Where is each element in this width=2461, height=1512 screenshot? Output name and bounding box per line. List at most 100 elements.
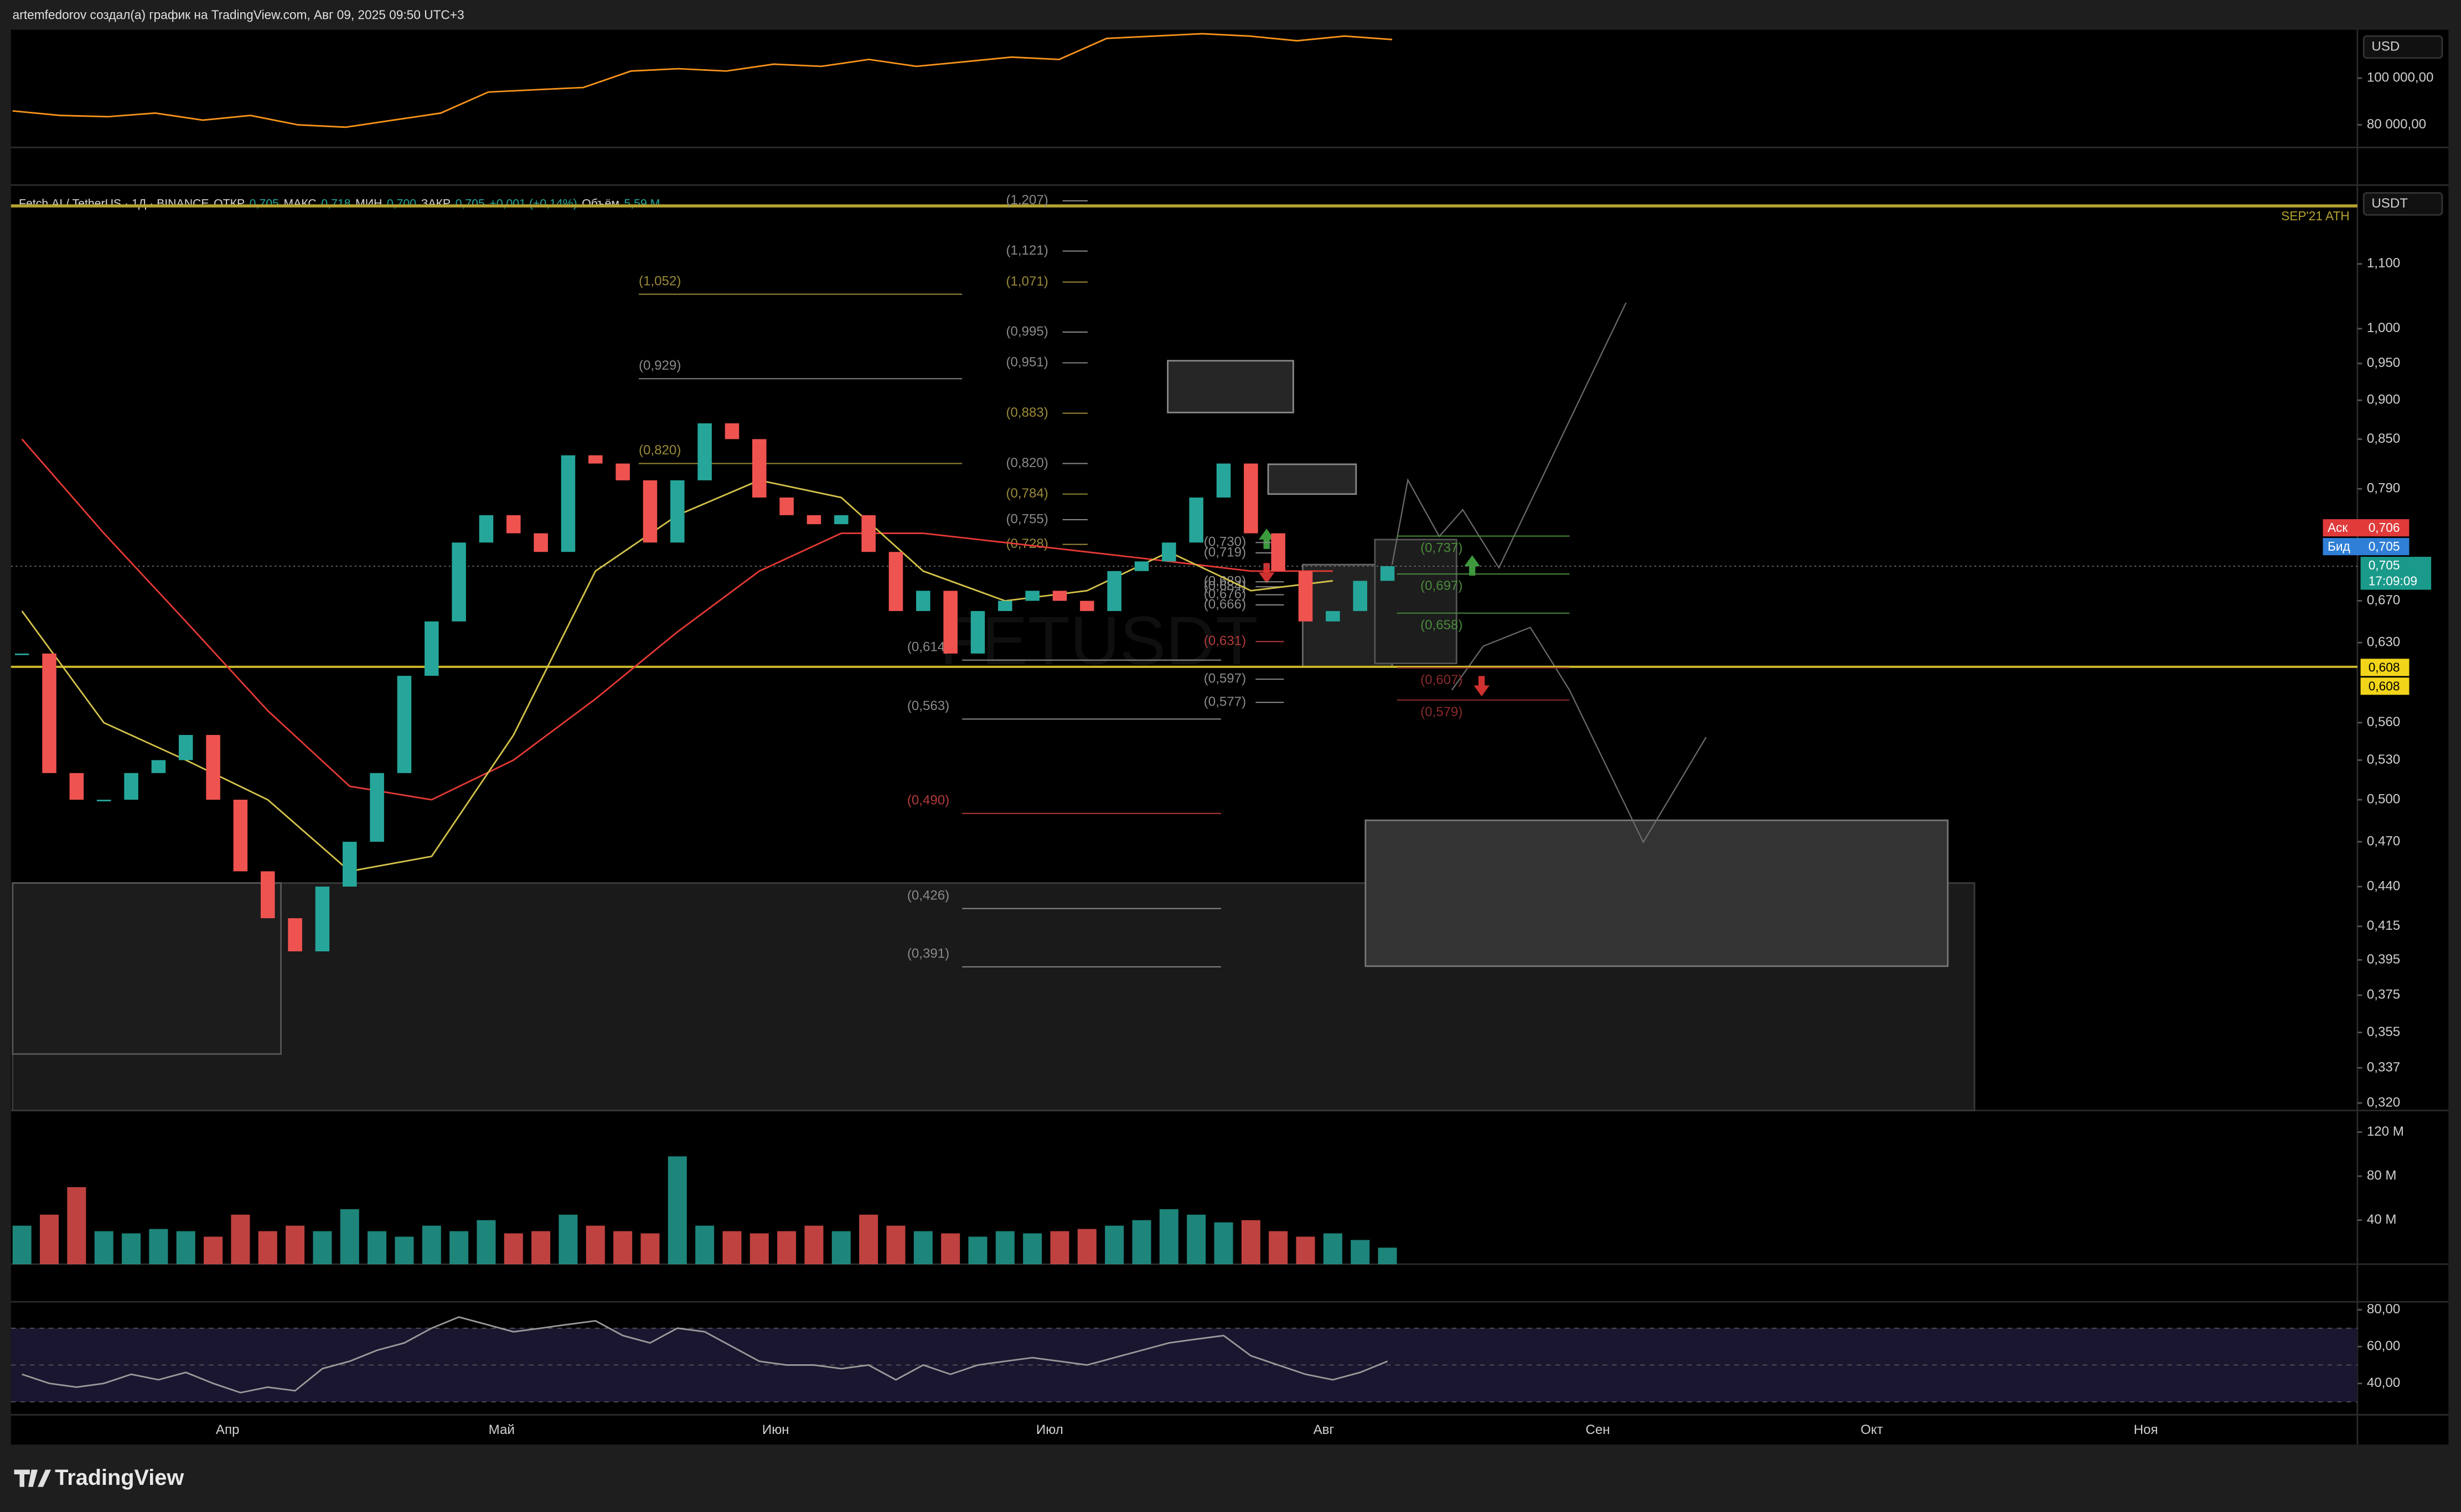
series-line [12, 33, 1393, 128]
legend-item: 0,705 [456, 196, 485, 210]
arrow-up [1259, 529, 1275, 549]
legend-item: Fetch.AI / TetherUS · 1Д · BINANCE [19, 196, 209, 210]
level-label: (0,607) [1420, 672, 1462, 687]
level-label: (0,883) [1006, 405, 1048, 420]
candle-body [506, 515, 521, 534]
level-label: (0,929) [639, 358, 681, 373]
logo-mark [14, 1469, 51, 1487]
level-label: (0,577) [1204, 694, 1246, 709]
arrow-down [1259, 563, 1275, 584]
level-label: (0,666) [1204, 597, 1246, 612]
candle-body [1353, 581, 1367, 612]
volume-bar [913, 1231, 933, 1265]
volume-bar [449, 1231, 469, 1265]
candle-body [1080, 600, 1094, 612]
volume-bar [777, 1231, 797, 1265]
candle-body [806, 515, 821, 525]
level-label: (0,689) [1204, 574, 1246, 589]
tag [2360, 557, 2432, 590]
volume-bar [313, 1231, 332, 1265]
tag-value: 0,706 [2369, 520, 2400, 535]
volume-bar [586, 1225, 605, 1265]
level-label: (1,121) [1006, 243, 1048, 258]
candle-body [1380, 566, 1395, 581]
x-tick-label: Ноя [2134, 1422, 2158, 1437]
y-tick-label: 80 000,00 [2367, 117, 2426, 132]
level-label: (0,684) [1204, 579, 1246, 594]
candle-body [260, 871, 275, 919]
x-tick-label: Май [489, 1422, 515, 1437]
candle-body [315, 886, 330, 951]
candle-body [998, 600, 1012, 612]
volume-bar [613, 1231, 633, 1265]
logo-text: TradingView [55, 1466, 184, 1490]
volume-bar [941, 1233, 960, 1265]
y-tick-label: 60,00 [2367, 1338, 2400, 1353]
ath-label: SEP'21 ATH [2281, 209, 2350, 223]
y-tick-label: 0,850 [2367, 431, 2400, 446]
level-label: (1,052) [639, 273, 681, 288]
currency: USDT [2371, 196, 2408, 211]
currency: USD [2371, 39, 2400, 54]
y-tick-label: 80,00 [2367, 1302, 2400, 1317]
volume-bar [749, 1233, 769, 1265]
y-tick-label: 0,950 [2367, 355, 2400, 370]
legend-item: 0,700 [387, 196, 416, 210]
candle-body [124, 773, 138, 800]
volume-bar [340, 1209, 359, 1265]
tag [2360, 659, 2410, 676]
x-tick-label: Июл [1036, 1422, 1063, 1437]
candle-body [588, 455, 603, 464]
zone [1364, 819, 1949, 967]
candle-body [342, 841, 357, 887]
volume-bar [859, 1214, 878, 1265]
volume-bar [886, 1225, 906, 1265]
candle-body [725, 423, 740, 439]
volume-bar [422, 1225, 441, 1265]
volume-bar [1214, 1222, 1233, 1265]
legend-item: 0,705 [250, 196, 279, 210]
moving-average [21, 438, 1333, 801]
tag-value: 0,608 [2369, 679, 2400, 693]
candle-body [1326, 611, 1340, 622]
candle-body [1162, 542, 1176, 562]
volume-bar [804, 1225, 824, 1265]
level-label: (0,820) [639, 443, 681, 458]
candle-body [834, 515, 849, 525]
candle-body [370, 773, 384, 842]
tag [2323, 538, 2410, 556]
volume-bar [1323, 1233, 1342, 1265]
candle-body [1216, 463, 1231, 498]
y-tick-label: 0,395 [2367, 952, 2400, 967]
volume-bar [995, 1231, 1015, 1265]
tag-value: 0,608 [2369, 660, 2400, 674]
y-tick-label: 0,560 [2367, 714, 2400, 729]
candle-body [1025, 591, 1040, 601]
level-label: (0,614) [907, 639, 949, 654]
volume-bar [67, 1187, 86, 1265]
y-tick-label: 0,337 [2367, 1060, 2400, 1075]
candle-body [1052, 591, 1067, 601]
candle-body [697, 423, 712, 480]
legend-item: ЗАКР [421, 196, 451, 210]
y-tick-label: 0,320 [2367, 1095, 2400, 1110]
volume-bar [640, 1233, 660, 1265]
y-tick-label: 40,00 [2367, 1375, 2400, 1390]
volume-bar [122, 1233, 141, 1265]
zone [1267, 463, 1357, 495]
candle-body [397, 676, 412, 773]
legend-item: +0,001 (+0,14%) [489, 196, 577, 210]
zone [1374, 538, 1457, 665]
volume-bar [258, 1231, 277, 1265]
candle-body [233, 799, 248, 872]
volume-bar [695, 1225, 715, 1265]
candle-body [288, 918, 302, 951]
x-tick-label: Авг [1314, 1422, 1335, 1437]
candle-body [151, 760, 166, 773]
volume-bar [204, 1236, 223, 1265]
projection [1391, 302, 1627, 569]
series-line [22, 1316, 1388, 1394]
level-label: (0,820) [1006, 455, 1048, 470]
y-tick-label: 0,670 [2367, 593, 2400, 608]
candle-body [424, 621, 439, 676]
